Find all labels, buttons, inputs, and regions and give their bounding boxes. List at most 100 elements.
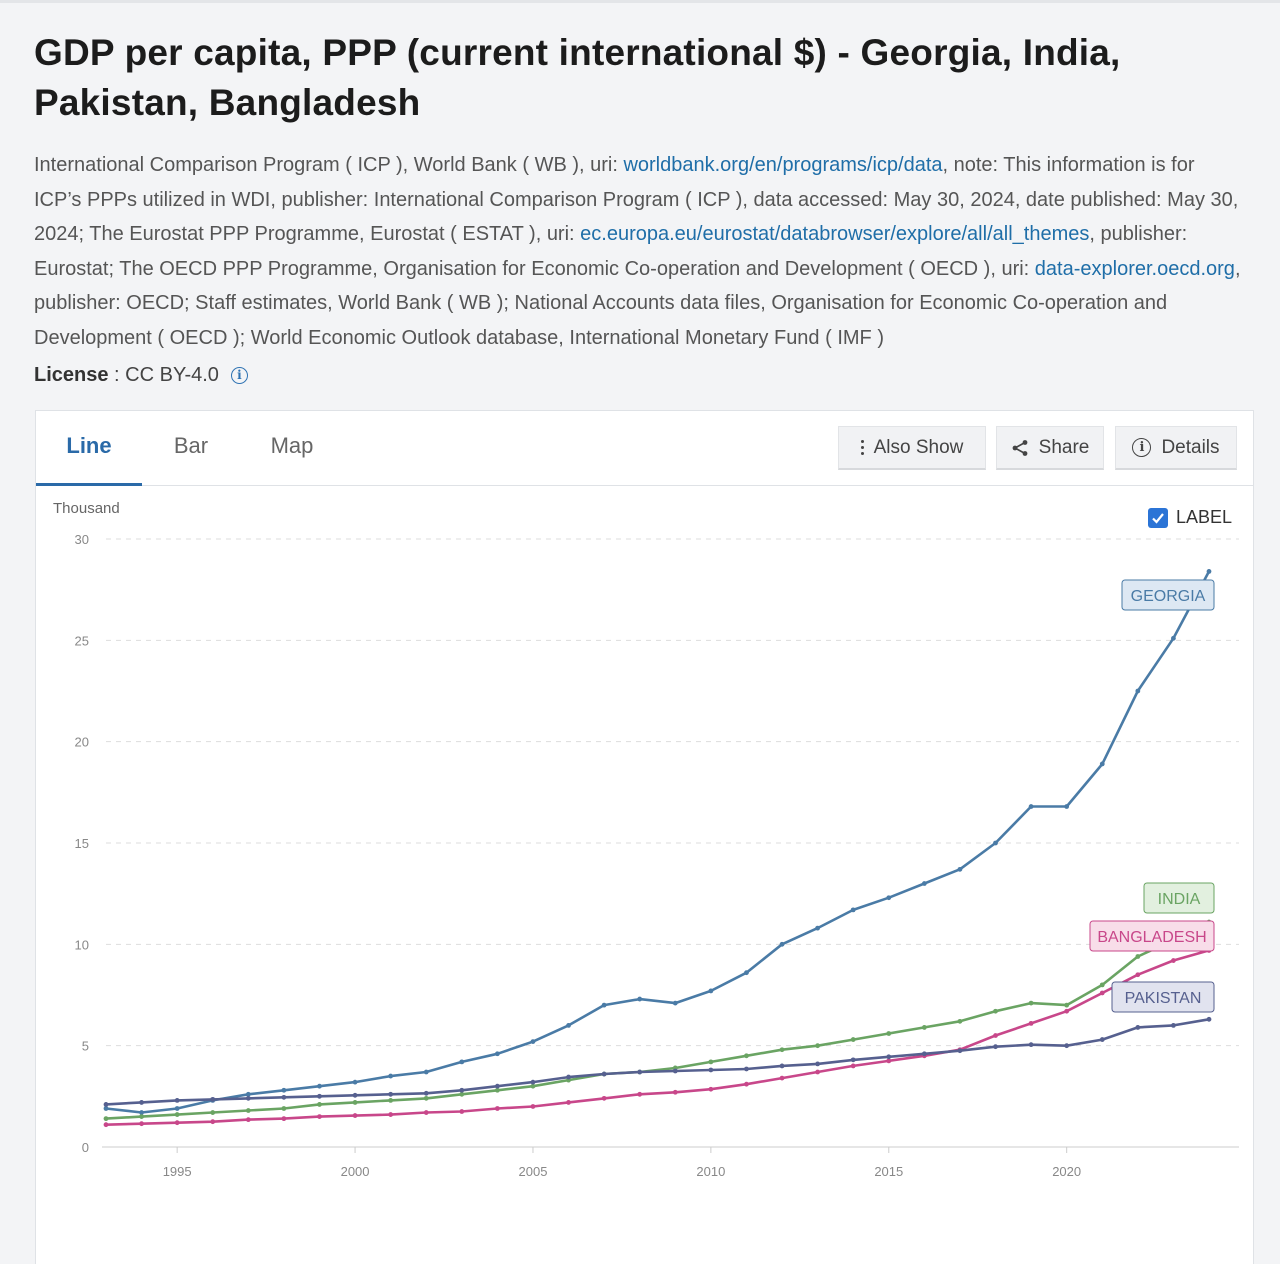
point-pakistan-2021 <box>1099 1037 1105 1042</box>
point-bangladesh-2007 <box>601 1095 607 1101</box>
point-india-2005 <box>530 1083 536 1089</box>
point-pakistan-2009 <box>672 1068 678 1074</box>
y-tick-label-5: 5 <box>82 1039 89 1054</box>
point-pakistan-2010 <box>708 1067 714 1073</box>
point-india-1997 <box>245 1108 251 1113</box>
point-india-2003 <box>459 1091 465 1097</box>
point-india-2013 <box>815 1043 821 1049</box>
tab-map[interactable]: Map <box>270 433 314 458</box>
y-unit-label: Thousand <box>53 500 120 517</box>
source-text: International Comparison Program ( ICP )… <box>34 148 1244 356</box>
point-pakistan-2023 <box>1171 1023 1176 1028</box>
point-india-1996 <box>210 1110 216 1115</box>
point-bangladesh-2020 <box>1064 1008 1070 1014</box>
x-tick-label-2010: 2010 <box>696 1164 725 1179</box>
source-link-oecd[interactable]: data-explorer.oecd.org <box>1034 257 1235 280</box>
point-bangladesh-1998 <box>281 1116 287 1122</box>
series-line-bangladesh <box>105 949 1210 1126</box>
point-bangladesh-2010 <box>708 1086 714 1092</box>
point-georgia-2019 <box>1028 804 1034 809</box>
point-india-1999 <box>317 1102 322 1107</box>
license-separator: : <box>108 364 126 386</box>
point-bangladesh-2013 <box>815 1069 821 1075</box>
x-tick-label-2000: 2000 <box>341 1164 370 1179</box>
point-georgia-2002 <box>423 1069 429 1075</box>
point-bangladesh-1993 <box>103 1122 109 1128</box>
series-line-pakistan <box>105 1018 1210 1106</box>
point-india-2002 <box>423 1095 429 1101</box>
point-pakistan-2014 <box>850 1057 856 1063</box>
series-line-india <box>105 920 1210 1120</box>
point-georgia-2017 <box>957 866 963 872</box>
point-georgia-2010 <box>708 988 714 994</box>
point-pakistan-2008 <box>637 1069 643 1075</box>
x-tick-label-2020: 2020 <box>1052 1164 1081 1179</box>
share-label: Share <box>1038 437 1090 458</box>
point-pakistan-2017 <box>957 1048 963 1054</box>
point-georgia-2013 <box>815 925 821 931</box>
point-bangladesh-1995 <box>174 1120 180 1126</box>
point-bangladesh-2001 <box>388 1112 394 1117</box>
source-part-2: , note: This information is for ICP’s PP… <box>34 154 1239 246</box>
point-bangladesh-2022 <box>1135 972 1141 978</box>
point-bangladesh-2011 <box>744 1081 749 1087</box>
point-india-2015 <box>886 1031 892 1036</box>
point-pakistan-1998 <box>281 1094 287 1100</box>
point-pakistan-2001 <box>388 1091 394 1097</box>
point-pakistan-2020 <box>1064 1043 1070 1049</box>
point-georgia-1998 <box>281 1087 287 1093</box>
point-pakistan-2003 <box>459 1087 465 1093</box>
series-label-pakistan: PAKISTAN <box>1125 990 1202 1007</box>
point-india-1993 <box>103 1116 109 1122</box>
share-button[interactable]: Share <box>996 426 1104 470</box>
point-india-2000 <box>352 1100 358 1105</box>
tab-bar[interactable]: Bar <box>173 433 209 458</box>
point-pakistan-2013 <box>815 1061 821 1067</box>
y-tick-label-10: 10 <box>75 937 89 952</box>
info-icon: i <box>1132 438 1152 457</box>
point-pakistan-2006 <box>566 1074 571 1080</box>
point-bangladesh-2005 <box>530 1104 536 1109</box>
point-bangladesh-1999 <box>317 1114 322 1119</box>
details-label: Details <box>1161 437 1220 458</box>
license-label: License <box>34 364 109 386</box>
kebab-icon <box>860 440 864 455</box>
source-link-icp[interactable]: worldbank.org/en/programs/icp/data <box>623 154 943 176</box>
point-georgia-2005 <box>530 1039 536 1045</box>
point-bangladesh-2015 <box>886 1058 892 1064</box>
chart-card: Line Bar Map Also Show Share i Details T… <box>35 410 1254 1264</box>
label-toggle[interactable]: LABEL <box>1148 507 1232 528</box>
point-bangladesh-2021 <box>1099 990 1105 996</box>
point-india-1994 <box>139 1114 144 1119</box>
point-georgia-2006 <box>566 1023 571 1028</box>
point-georgia-2014 <box>850 907 856 913</box>
y-tick-label-0: 0 <box>82 1140 89 1155</box>
point-india-2019 <box>1028 1000 1034 1006</box>
point-bangladesh-2014 <box>850 1063 856 1069</box>
point-georgia-1997 <box>245 1091 251 1097</box>
license: License : CC BY-4.0 i <box>34 359 248 391</box>
source-link-eurostat[interactable]: ec.europa.eu/eurostat/databrowser/explor… <box>580 223 1090 246</box>
license-info-icon[interactable]: i <box>230 366 248 384</box>
point-bangladesh-1996 <box>210 1119 216 1125</box>
point-georgia-2011 <box>744 970 749 976</box>
tab-line[interactable]: Line <box>36 411 142 486</box>
point-georgia-2024 <box>1206 569 1212 574</box>
also-show-button[interactable]: Also Show <box>838 426 986 470</box>
point-india-1998 <box>281 1106 287 1111</box>
point-pakistan-2002 <box>423 1090 429 1096</box>
point-georgia-2000 <box>352 1079 358 1085</box>
point-georgia-1995 <box>174 1106 180 1111</box>
point-india-2017 <box>957 1018 963 1024</box>
y-tick-label-15: 15 <box>75 836 89 851</box>
details-button[interactable]: i Details <box>1115 426 1237 470</box>
point-pakistan-2019 <box>1028 1042 1034 1048</box>
point-india-2004 <box>494 1087 500 1093</box>
point-pakistan-2015 <box>886 1054 892 1060</box>
point-pakistan-2018 <box>993 1044 998 1050</box>
checkbox-checked-icon[interactable] <box>1148 507 1168 528</box>
point-georgia-2003 <box>459 1059 465 1065</box>
point-pakistan-2024 <box>1206 1016 1212 1022</box>
point-bangladesh-2018 <box>993 1033 998 1038</box>
point-georgia-2012 <box>779 941 785 947</box>
